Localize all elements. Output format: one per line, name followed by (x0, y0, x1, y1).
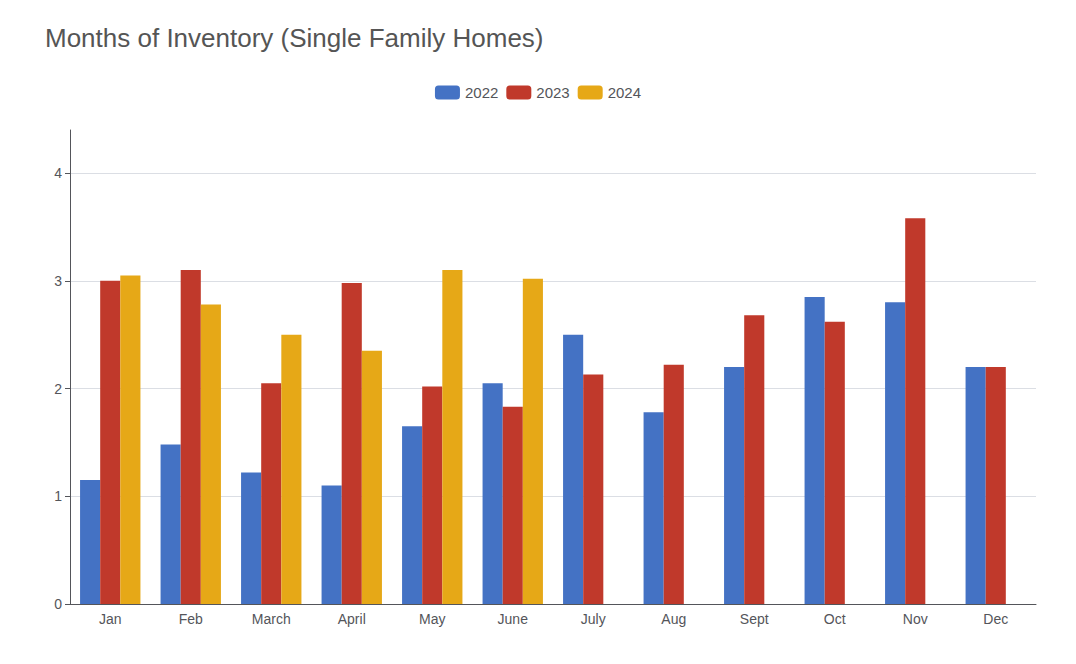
svg-text:Nov: Nov (903, 611, 928, 627)
svg-text:June: June (498, 611, 529, 627)
svg-text:July: July (581, 611, 606, 627)
svg-text:0: 0 (54, 596, 62, 612)
svg-text:Dec: Dec (983, 611, 1008, 627)
svg-text:Months of Inventory (Single Fa: Months of Inventory (Single Family Homes… (45, 23, 544, 53)
svg-text:Aug: Aug (661, 611, 686, 627)
svg-text:May: May (419, 611, 445, 627)
svg-text:3: 3 (54, 273, 62, 289)
svg-text:2024: 2024 (608, 84, 641, 101)
svg-text:Sept: Sept (740, 611, 769, 627)
svg-text:2023: 2023 (536, 84, 569, 101)
svg-text:Oct: Oct (824, 611, 846, 627)
svg-text:1: 1 (54, 488, 62, 504)
svg-text:April: April (338, 611, 366, 627)
svg-text:March: March (252, 611, 291, 627)
svg-text:2: 2 (54, 381, 62, 397)
svg-text:2022: 2022 (465, 84, 498, 101)
svg-text:Jan: Jan (99, 611, 122, 627)
svg-text:4: 4 (54, 165, 62, 181)
svg-text:Feb: Feb (179, 611, 203, 627)
